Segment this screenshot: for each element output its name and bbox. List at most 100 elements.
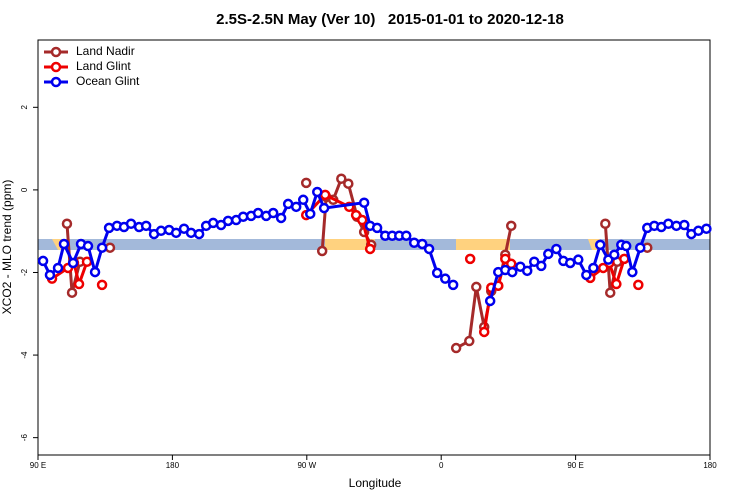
data-point xyxy=(471,281,482,293)
data-point xyxy=(543,248,554,260)
legend-label: Land Nadir xyxy=(76,44,135,58)
data-point xyxy=(604,287,616,298)
data-point xyxy=(620,240,632,252)
x-tick-label: 180 xyxy=(166,461,180,470)
data-point xyxy=(484,295,496,307)
data-point xyxy=(67,257,79,269)
data-point xyxy=(185,227,197,239)
y-tick-label: -6 xyxy=(20,434,29,442)
x-tick-label: 90 E xyxy=(30,461,46,470)
x-tick-label: 90 E xyxy=(567,461,583,470)
data-point xyxy=(89,266,101,278)
data-point xyxy=(408,237,420,249)
legend-label: Ocean Glint xyxy=(76,74,140,88)
data-point xyxy=(58,238,70,250)
data-point xyxy=(564,257,576,269)
data-point xyxy=(663,218,674,230)
land-band xyxy=(325,239,375,250)
data-point xyxy=(423,243,435,255)
plot-frame xyxy=(37,39,711,456)
land-band xyxy=(456,239,510,250)
data-point xyxy=(627,266,638,278)
data-point xyxy=(536,260,547,272)
data-point xyxy=(416,238,428,250)
data-point xyxy=(290,201,302,213)
data-point xyxy=(318,202,330,214)
legend-label: Land Glint xyxy=(76,59,131,73)
data-point xyxy=(37,255,49,267)
data-point xyxy=(282,198,294,210)
data-point xyxy=(297,194,309,206)
chart-title: 2.5S-2.5N May (Ver 10) 2015-01-01 to 202… xyxy=(216,11,564,28)
data-point xyxy=(140,220,152,232)
data-point xyxy=(371,222,383,234)
data-point xyxy=(594,239,606,251)
data-point xyxy=(478,326,490,338)
series-line xyxy=(52,195,638,332)
data-point xyxy=(450,342,462,354)
legend-marker xyxy=(50,46,62,58)
data-point xyxy=(505,220,517,232)
data-point xyxy=(343,178,354,189)
data-point xyxy=(611,278,622,290)
data-point xyxy=(356,214,368,226)
y-tick-label: 2 xyxy=(20,105,29,110)
data-point xyxy=(52,262,64,274)
data-point xyxy=(464,335,475,347)
y-axis-label: XCO2 - MLO trend (ppm) xyxy=(0,180,14,315)
data-point xyxy=(633,279,644,291)
data-point xyxy=(316,245,328,257)
y-tick-label: -4 xyxy=(20,351,29,359)
data-point xyxy=(609,249,620,260)
data-point xyxy=(573,254,584,265)
data-point xyxy=(401,230,412,241)
x-tick-label: 90 W xyxy=(297,461,316,470)
x-tick-label: 0 xyxy=(439,461,444,470)
y-tick-label: 0 xyxy=(20,187,29,192)
data-point xyxy=(507,266,518,278)
data-point xyxy=(679,219,690,231)
data-point xyxy=(312,186,323,198)
data-point xyxy=(551,243,562,255)
data-point xyxy=(701,223,712,234)
legend-marker xyxy=(50,61,62,73)
data-point xyxy=(73,278,85,290)
data-point xyxy=(66,287,78,298)
data-point xyxy=(96,279,108,291)
data-point xyxy=(252,207,264,219)
data-point xyxy=(81,256,93,267)
data-point xyxy=(600,218,611,230)
data-point xyxy=(364,243,376,255)
data-point xyxy=(635,242,646,253)
data-point xyxy=(447,279,459,291)
data-point xyxy=(193,228,205,240)
data-point xyxy=(358,197,370,208)
y-tick-label: -2 xyxy=(20,268,29,276)
data-point xyxy=(61,218,73,230)
data-point xyxy=(125,218,137,230)
data-point xyxy=(170,227,182,239)
data-point xyxy=(222,215,234,227)
x-tick-label: 180 xyxy=(703,461,717,470)
data-point xyxy=(96,242,108,253)
data-point xyxy=(581,269,592,281)
data-point xyxy=(267,207,279,219)
data-point xyxy=(44,269,56,281)
data-point xyxy=(275,212,287,224)
data-point xyxy=(155,225,167,237)
data-point xyxy=(693,225,704,237)
data-point xyxy=(300,177,312,189)
data-point xyxy=(521,265,533,277)
data-point xyxy=(304,208,316,220)
data-point xyxy=(431,267,443,279)
data-point xyxy=(82,240,94,252)
x-axis-label: Longitude xyxy=(349,476,402,490)
data-point xyxy=(464,253,476,265)
legend-marker xyxy=(50,76,62,88)
data-point xyxy=(588,262,599,274)
data-point xyxy=(439,273,451,284)
data-point xyxy=(336,173,347,184)
